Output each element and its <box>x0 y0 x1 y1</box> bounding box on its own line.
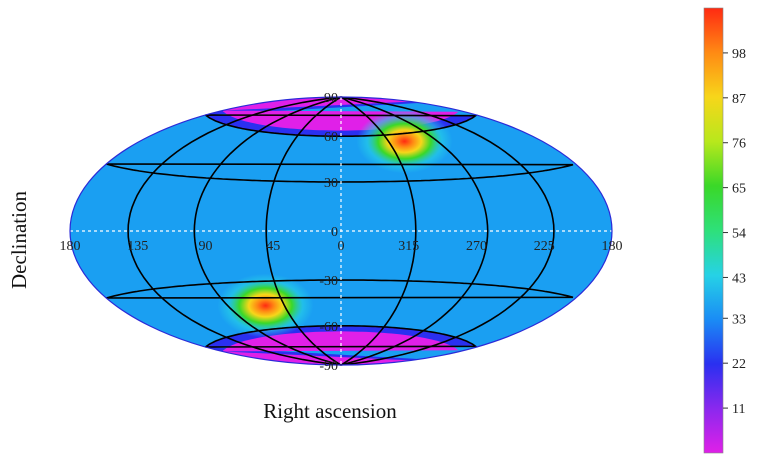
dec-tick-label: 90 <box>324 91 338 106</box>
ra-tick-label: 180 <box>60 239 81 254</box>
hotspot-2 <box>217 273 314 338</box>
parallel-60 <box>205 114 479 137</box>
colorbar-tick-label: 65 <box>732 182 746 197</box>
dec-tick-label: -30 <box>319 274 338 289</box>
dec-tick-label: 60 <box>324 130 338 145</box>
ra-tick-label: 90 <box>199 239 213 254</box>
colorbar-gradient <box>703 7 724 454</box>
meridian-45 <box>265 96 342 366</box>
colorbar-tick-label: 11 <box>732 402 745 417</box>
colorbar: 98 87 76 65 54 43 33 22 11 <box>703 7 746 454</box>
colorbar-tick-label: 43 <box>732 271 746 286</box>
meridian-135 <box>127 96 342 366</box>
x-axis-title: Right ascension <box>263 399 397 423</box>
dec-tick-label: -60 <box>319 320 338 335</box>
colorbar-tick-label: 54 <box>732 227 746 242</box>
meridian--45 <box>340 96 417 366</box>
colorbar-tick-label: 76 <box>732 137 746 152</box>
meridian--135 <box>340 96 555 366</box>
ra-tick-label: 45 <box>266 239 280 254</box>
colorbar-tick-label: 98 <box>732 47 746 62</box>
colorbar-tick-label: 33 <box>732 312 746 327</box>
ra-tick-label: 0 <box>338 239 345 254</box>
y-axis-title: Declination <box>7 191 31 289</box>
colorbar-tick-label: 22 <box>732 357 746 372</box>
colorbar-tick-label: 87 <box>732 92 746 107</box>
meridian-90 <box>193 96 342 366</box>
map-outline <box>69 96 613 366</box>
dec-tick-label: -90 <box>319 359 338 374</box>
ra-tick-label: 225 <box>534 239 555 254</box>
dec-tick-label: 30 <box>324 176 338 191</box>
dec-tick-label: 0 <box>331 225 338 240</box>
ra-tick-label: 315 <box>398 239 419 254</box>
meridian--90 <box>340 96 489 366</box>
ra-tick-label: 135 <box>127 239 148 254</box>
ra-tick-label: 180 <box>602 239 623 254</box>
sky-map: 180 135 90 45 0 315 270 225 180 90 60 30 0 -30 -60 -90 <box>60 91 623 374</box>
coordinate-grid <box>70 96 612 366</box>
ra-tick-label: 270 <box>466 239 487 254</box>
hotspot-1 <box>356 109 453 174</box>
